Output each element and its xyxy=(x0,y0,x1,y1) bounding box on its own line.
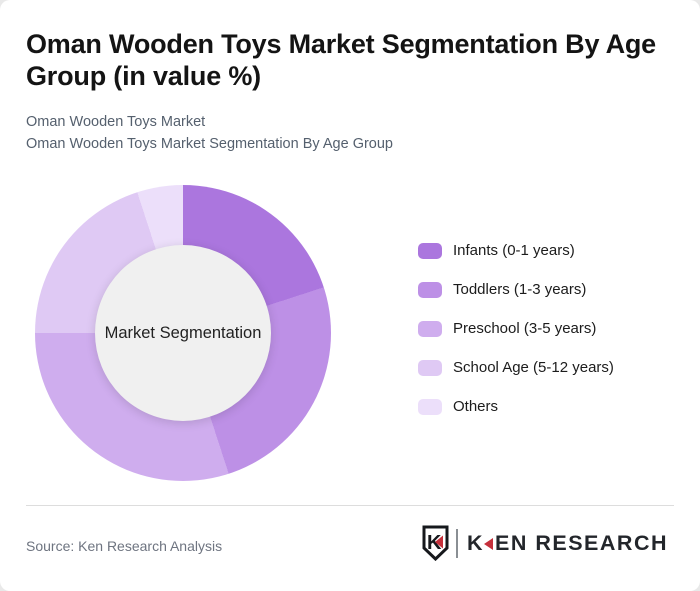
logo-wordmark: K EN RESEARCH xyxy=(467,531,668,556)
shield-letter: K xyxy=(427,532,442,554)
legend-label: School Age (5-12 years) xyxy=(453,359,614,376)
legend-item: School Age (5-12 years) xyxy=(418,359,614,376)
legend-label: Infants (0-1 years) xyxy=(453,242,575,259)
chart-subtitle: Oman Wooden Toys Market Oman Wooden Toys… xyxy=(26,112,393,155)
donut-center-label: Market Segmentation xyxy=(104,323,262,342)
shield-red-triangle xyxy=(434,535,443,549)
subtitle-line-1: Oman Wooden Toys Market xyxy=(26,114,206,130)
source-text: Source: Ken Research Analysis xyxy=(26,538,223,554)
donut-center: Market Segmentation xyxy=(95,245,271,421)
legend-item: Preschool (3-5 years) xyxy=(418,320,614,337)
legend-label: Toddlers (1-3 years) xyxy=(453,281,587,298)
footer-divider xyxy=(26,505,674,506)
legend-item: Infants (0-1 years) xyxy=(418,242,614,259)
legend-item: Others xyxy=(418,398,614,415)
legend-swatch xyxy=(418,320,442,337)
wordmark-k: K xyxy=(466,530,484,555)
chart-title: Oman Wooden Toys Market Segmentation By … xyxy=(26,29,657,91)
legend-label: Others xyxy=(453,398,499,415)
legend-item: Toddlers (1-3 years) xyxy=(418,281,614,298)
legend-swatch xyxy=(418,359,442,376)
legend-swatch xyxy=(418,242,442,259)
legend-swatch xyxy=(418,281,442,298)
ken-research-logo: K K EN RESEARCH xyxy=(422,524,668,562)
chart-legend: Infants (0-1 years) Toddlers (1-3 years)… xyxy=(418,242,614,415)
logo-divider xyxy=(455,528,458,558)
shield-k-icon: K xyxy=(422,525,449,561)
legend-label: Preschool (3-5 years) xyxy=(453,320,597,337)
wordmark-red-triangle-icon xyxy=(484,537,493,550)
wordmark-rest: EN RESEARCH xyxy=(495,530,668,555)
donut-chart: Market Segmentation xyxy=(35,185,331,481)
subtitle-line-2: Oman Wooden Toys Market Segmentation By … xyxy=(26,135,393,152)
legend-swatch xyxy=(418,398,442,415)
